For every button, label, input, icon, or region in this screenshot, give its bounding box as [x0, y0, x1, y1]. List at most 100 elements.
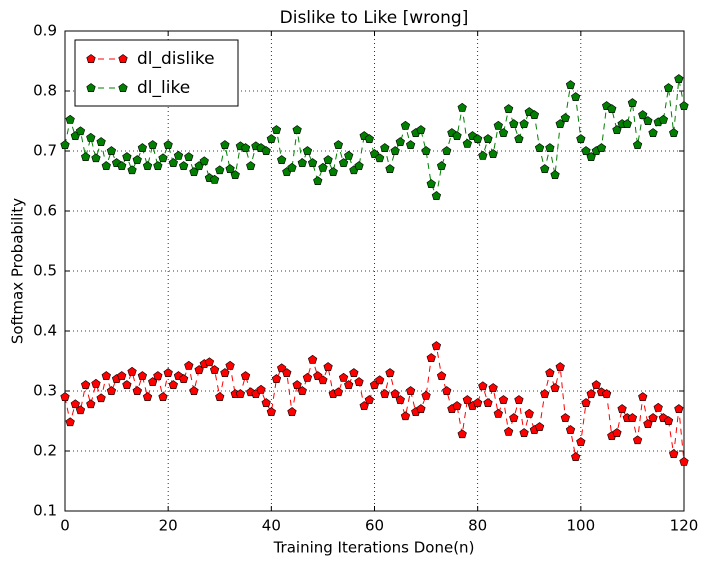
- data-point: [328, 167, 338, 176]
- data-point: [344, 380, 354, 389]
- data-point: [405, 386, 416, 395]
- data-point: [302, 146, 313, 155]
- data-point: [333, 140, 344, 149]
- data-point: [421, 390, 431, 400]
- data-point: [638, 110, 648, 119]
- data-point: [669, 128, 679, 137]
- data-point: [117, 371, 127, 380]
- data-point: [354, 161, 364, 170]
- y-tick-label: 0.1: [33, 502, 57, 520]
- data-point: [127, 165, 137, 175]
- data-point: [292, 125, 302, 134]
- data-point: [648, 128, 658, 137]
- data-point: [189, 167, 199, 176]
- data-point: [354, 377, 364, 386]
- data-point: [137, 371, 148, 380]
- data-point: [287, 162, 297, 172]
- data-point: [390, 389, 400, 398]
- x-tick-label: 60: [365, 517, 384, 535]
- legend-label: dl_dislike: [137, 49, 215, 69]
- data-point: [612, 125, 622, 134]
- x-tick-label: 80: [468, 517, 487, 535]
- data-point: [235, 389, 246, 398]
- data-point: [70, 399, 80, 409]
- data-point: [591, 380, 601, 389]
- data-point: [80, 152, 91, 161]
- data-point: [540, 389, 550, 398]
- data-point: [282, 368, 292, 377]
- data-point: [632, 140, 643, 149]
- data-point: [65, 417, 75, 427]
- data-point: [184, 360, 194, 370]
- data-point: [148, 140, 158, 149]
- data-point: [498, 128, 509, 137]
- data-point: [421, 146, 431, 155]
- data-point: [648, 413, 658, 422]
- data-point: [184, 152, 194, 161]
- data-point: [663, 416, 674, 425]
- data-point: [349, 368, 359, 377]
- data-point: [106, 146, 117, 155]
- data-point: [493, 408, 503, 418]
- data-point: [323, 362, 333, 371]
- data-point: [503, 426, 514, 436]
- data-point: [405, 140, 416, 149]
- data-point: [333, 387, 344, 397]
- data-point: [153, 371, 163, 380]
- legend-marker: [86, 54, 96, 63]
- y-tick-label: 0.2: [33, 442, 57, 460]
- data-point: [240, 143, 251, 152]
- data-point: [86, 399, 96, 409]
- data-point: [364, 395, 374, 404]
- y-tick-label: 0.5: [33, 262, 57, 280]
- data-point: [622, 119, 632, 128]
- data-point: [581, 146, 591, 155]
- data-point: [473, 134, 483, 143]
- data-point: [220, 140, 230, 149]
- data-point: [240, 371, 251, 380]
- data-point: [86, 132, 96, 142]
- data-point: [550, 170, 560, 179]
- data-point: [380, 143, 390, 152]
- data-point: [478, 150, 488, 160]
- data-point: [96, 137, 106, 146]
- data-point: [426, 353, 436, 362]
- data-point: [344, 150, 354, 160]
- legend-marker: [118, 54, 128, 63]
- data-point: [375, 375, 385, 385]
- legend-box: [74, 39, 239, 107]
- data-point: [643, 419, 653, 428]
- data-point: [127, 366, 137, 376]
- data-point: [91, 378, 101, 388]
- data-point: [292, 380, 302, 389]
- legend-label: dl_like: [137, 78, 190, 98]
- data-point: [488, 383, 498, 392]
- data-point: [529, 110, 540, 119]
- data-point: [669, 449, 679, 458]
- y-tick-label: 0.7: [33, 142, 57, 160]
- data-point: [627, 413, 638, 422]
- data-point: [277, 363, 287, 373]
- x-tick-label: 40: [262, 517, 281, 535]
- data-point: [60, 140, 70, 149]
- y-tick-label: 0.9: [33, 22, 57, 40]
- data-point: [555, 119, 565, 128]
- data-point: [483, 134, 493, 143]
- data-point: [142, 161, 153, 170]
- data-point: [158, 153, 168, 163]
- data-point: [194, 365, 204, 374]
- x-tick-label: 100: [567, 517, 596, 535]
- data-point: [426, 179, 436, 188]
- legend-marker: [118, 83, 128, 92]
- data-point: [473, 398, 483, 407]
- x-tick-label: 20: [159, 517, 178, 535]
- data-point: [101, 161, 111, 170]
- data-point: [545, 368, 555, 377]
- data-point: [189, 386, 199, 395]
- data-point: [101, 371, 111, 380]
- data-point: [359, 401, 369, 410]
- data-point: [307, 158, 318, 167]
- data-point: [209, 365, 220, 374]
- data-point: [658, 114, 669, 124]
